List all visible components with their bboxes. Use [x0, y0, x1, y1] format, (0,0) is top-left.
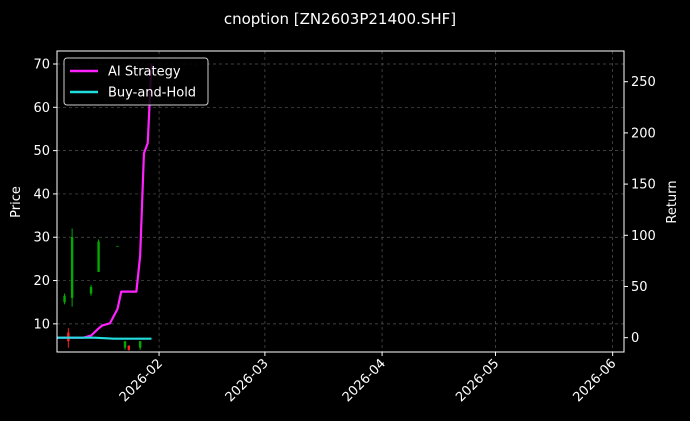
x-tick-label: 2026-06 — [570, 356, 619, 405]
candle-body — [127, 345, 131, 350]
y-tick-label-right: 0 — [631, 331, 639, 346]
y-tick-label-left: 50 — [33, 144, 50, 159]
legend: AI Strategy Buy-and-Hold — [63, 57, 209, 106]
y-tick-label-left: 30 — [33, 231, 50, 246]
candle-body — [89, 287, 93, 294]
y-tick-label-left: 10 — [33, 317, 50, 332]
y-tick-label-right: 100 — [631, 229, 656, 244]
chart-title: cnoption [ZN2603P21400.SHF] — [224, 10, 456, 28]
x-tick-label: 2026-03 — [223, 356, 272, 405]
x-tick-label: 2026-04 — [340, 356, 389, 405]
y-tick-label-left: 20 — [33, 274, 50, 289]
y-tick-label-right: 200 — [631, 126, 656, 141]
y-tick-label-left: 60 — [33, 101, 50, 116]
plot-frame — [56, 50, 625, 353]
candle-body — [116, 245, 119, 247]
y-axis-title-left: Price — [9, 186, 24, 218]
grid — [57, 51, 624, 352]
y-tick-label-right: 150 — [631, 178, 656, 193]
candle-body — [63, 295, 66, 303]
candle-body — [123, 341, 127, 348]
legend-label: AI Strategy — [108, 65, 181, 80]
legend-label: Buy-and-Hold — [108, 86, 196, 101]
candle-body — [70, 237, 74, 298]
y-tick-label-left: 70 — [33, 57, 50, 72]
series-line-buy-and-hold — [57, 336, 152, 340]
series-line-ai-strategy — [57, 63, 153, 339]
y-tick-label-right: 250 — [631, 75, 656, 90]
y-tick-label-left: 40 — [33, 187, 50, 202]
x-tick-label: 2026-02 — [117, 356, 166, 405]
legend-box — [63, 57, 209, 106]
y-tick-label-right: 50 — [631, 280, 648, 295]
y-axis-title-right: Return — [665, 180, 680, 223]
candle-body — [97, 241, 100, 272]
x-tick-label: 2026-05 — [453, 356, 502, 405]
plot-marks — [57, 63, 153, 351]
candle-body — [138, 341, 142, 348]
